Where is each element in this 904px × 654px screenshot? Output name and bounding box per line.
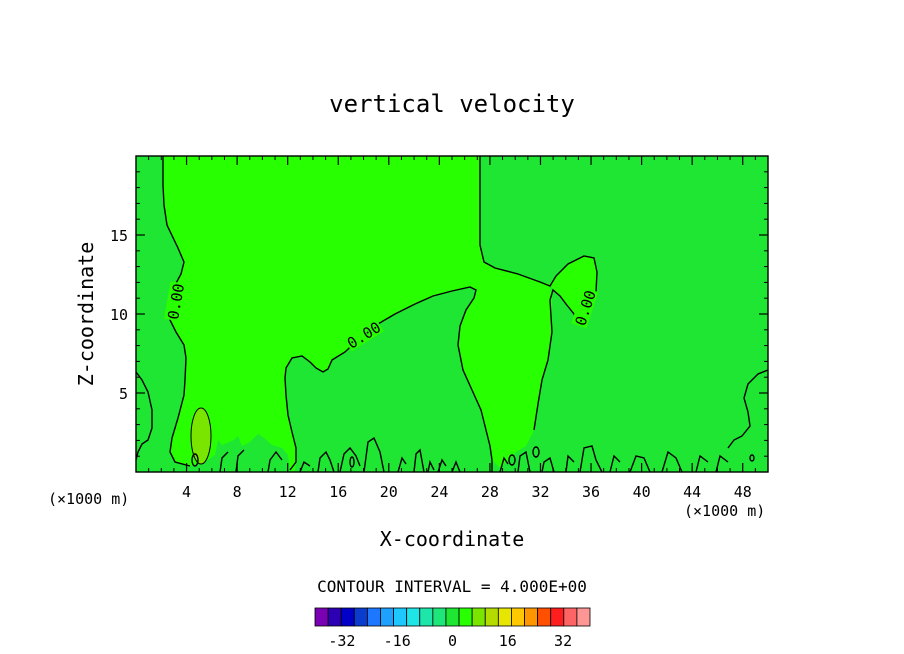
small-contour-4 <box>532 446 540 458</box>
contour-label-text: 0.00 <box>164 282 188 321</box>
colorbar-swatch <box>406 607 421 627</box>
colorbar-swatch <box>497 607 512 627</box>
small-contour-3 <box>508 454 516 466</box>
zero-contour-right-edge <box>727 369 769 449</box>
x-tick-label: 36 <box>582 483 600 501</box>
colorbar-swatch <box>484 607 499 627</box>
plot-area: 0.000.000.00 <box>135 155 769 473</box>
x-tick-label: 44 <box>683 483 701 501</box>
y-tick-label: 15 <box>110 227 128 245</box>
colorbar-tick-label: -32 <box>328 632 355 650</box>
surface-contours <box>219 436 729 473</box>
colorbar-swatch <box>432 607 447 627</box>
colorbar: -32 -16 0 16 32 <box>314 607 591 650</box>
colorbar-swatch <box>550 607 565 627</box>
small-contour-1 <box>191 453 199 467</box>
x-tick-label: 48 <box>734 483 752 501</box>
colorbar-swatch <box>445 607 460 627</box>
x-tick-label: 24 <box>430 483 448 501</box>
x-axis-label: X-coordinate <box>380 527 525 551</box>
small-contour-5 <box>749 454 755 462</box>
x-axis: 4 8 12 16 20 24 28 32 36 40 44 48 <box>148 156 756 501</box>
colorbar-swatch <box>458 607 473 627</box>
colorbar-swatch <box>380 607 394 627</box>
x-tick-label: 20 <box>380 483 398 501</box>
contour-label-bg <box>164 281 187 322</box>
x-tick-label: 8 <box>233 483 242 501</box>
colorbar-swatch <box>366 607 381 627</box>
colorbar-swatch <box>340 607 355 627</box>
contour-label-bg <box>343 317 384 352</box>
colorbar-swatch <box>471 607 486 627</box>
positive-region <box>163 156 552 472</box>
y-tick-label: 5 <box>119 385 128 403</box>
x-unit-right: (×1000 m) <box>684 502 765 520</box>
y-axis-label: Z-coordinate <box>74 242 98 387</box>
x-tick-label: 16 <box>329 483 347 501</box>
colorbar-swatch <box>353 607 368 627</box>
y-axis: 5 10 15 <box>110 171 768 457</box>
contour-label-bg <box>571 287 599 329</box>
colorbar-tick-label: -16 <box>384 632 411 650</box>
updraft-core <box>190 407 212 465</box>
x-tick-label: 32 <box>531 483 549 501</box>
colorbar-swatch <box>393 607 408 627</box>
contour-label: 0.00 <box>164 281 188 322</box>
colorbar-swatch <box>419 607 434 627</box>
chart-title: vertical velocity <box>329 90 575 118</box>
zero-contour-left-edge <box>135 371 153 461</box>
colorbar-tick-label: 0 <box>448 632 457 650</box>
colorbar-swatch <box>327 607 342 627</box>
x-tick-label: 12 <box>279 483 297 501</box>
colorbar-swatch <box>563 607 578 627</box>
zero-contours <box>135 156 769 473</box>
x-tick-label: 4 <box>182 483 191 501</box>
colorbar-swatch <box>314 607 329 627</box>
colorbar-swatch <box>511 607 525 627</box>
colorbar-swatch <box>524 607 539 627</box>
small-contour-2 <box>349 456 355 468</box>
colorbar-swatch <box>537 607 552 627</box>
x-unit-left: (×1000 m) <box>48 490 129 508</box>
x-tick-label: 40 <box>633 483 651 501</box>
y-tick-label: 10 <box>110 306 128 324</box>
x-tick-label: 28 <box>481 483 499 501</box>
colorbar-tick-label: 32 <box>554 632 572 650</box>
contour-interval-label: CONTOUR INTERVAL = 4.000E+00 <box>317 577 587 596</box>
colorbar-tick-label: 16 <box>499 632 517 650</box>
zero-contour-left <box>162 156 191 467</box>
colorbar-swatch <box>576 607 591 627</box>
